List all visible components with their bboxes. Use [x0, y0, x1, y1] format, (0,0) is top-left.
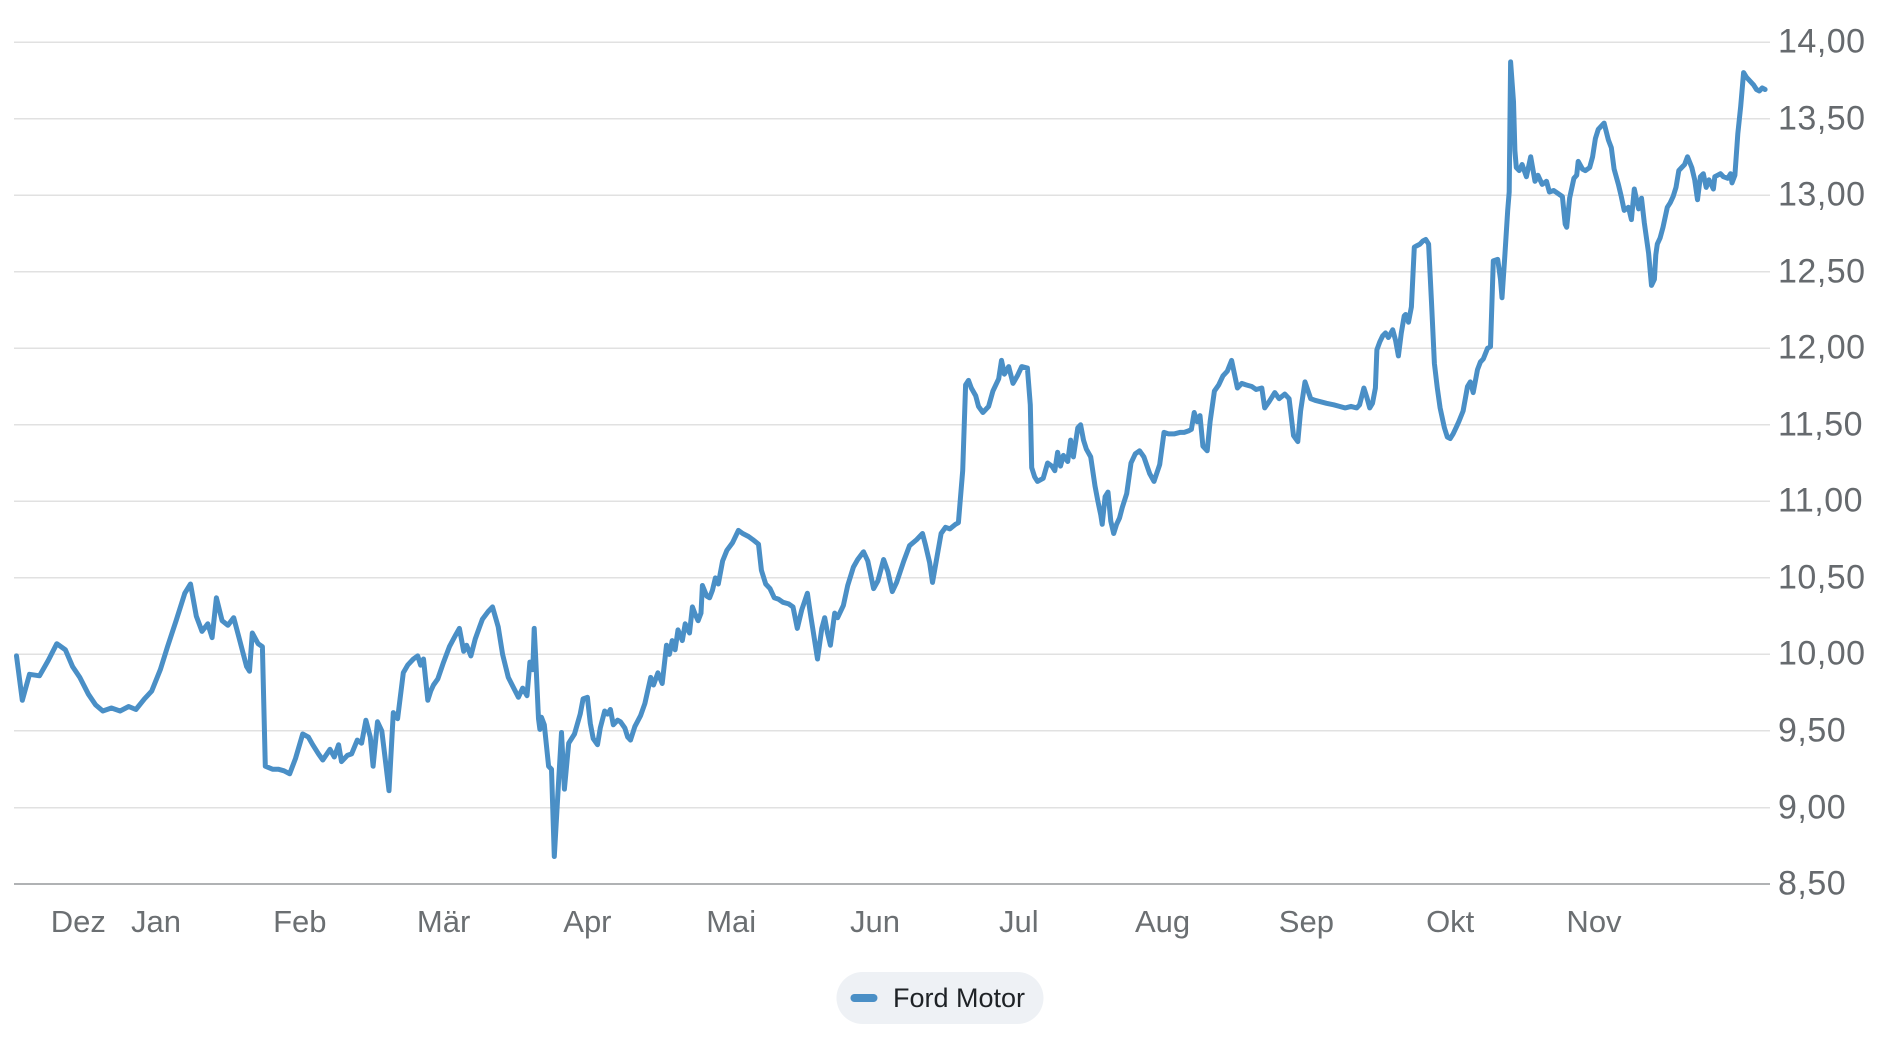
x-axis-tick-label: Nov — [1566, 904, 1622, 939]
x-axis-tick-label: Jun — [850, 904, 900, 939]
y-axis-tick-label: 11,50 — [1778, 405, 1864, 444]
y-axis-tick-label: 10,00 — [1778, 634, 1866, 673]
y-axis-tick-label: 11,00 — [1778, 481, 1864, 520]
y-axis-tick-label: 14,00 — [1778, 22, 1866, 61]
x-axis-tick-label: Dez — [50, 904, 106, 939]
x-axis-tick-label: Aug — [1135, 904, 1191, 939]
y-axis-tick-label: 12,50 — [1778, 252, 1866, 291]
x-axis-tick-label: Mai — [706, 904, 757, 939]
y-axis-tick-label: 8,50 — [1778, 864, 1847, 903]
y-axis-tick-label: 9,00 — [1778, 788, 1847, 826]
legend-line-marker — [849, 994, 877, 1002]
y-axis-tick-label: 13,00 — [1778, 175, 1866, 214]
y-axis-tick-label: 13,50 — [1778, 99, 1866, 138]
x-axis-tick-label: Mär — [416, 904, 471, 939]
x-axis-tick-label: Apr — [563, 904, 612, 939]
legend[interactable]: Ford Motor — [835, 972, 1044, 1024]
x-axis-tick-label: Feb — [273, 904, 327, 939]
y-axis-tick-label: 12,00 — [1778, 328, 1866, 367]
y-axis-tick-label: 9,50 — [1778, 711, 1847, 750]
x-axis-tick-label: Okt — [1426, 904, 1475, 939]
x-axis-tick-label: Jan — [131, 904, 181, 939]
x-axis-tick-label: Jul — [998, 904, 1039, 939]
price-line-series — [14, 59, 1768, 859]
x-axis-tick-label: Sep — [1278, 904, 1334, 939]
y-axis-tick-label: 10,50 — [1778, 558, 1866, 597]
legend-label: Ford Motor — [892, 982, 1026, 1013]
